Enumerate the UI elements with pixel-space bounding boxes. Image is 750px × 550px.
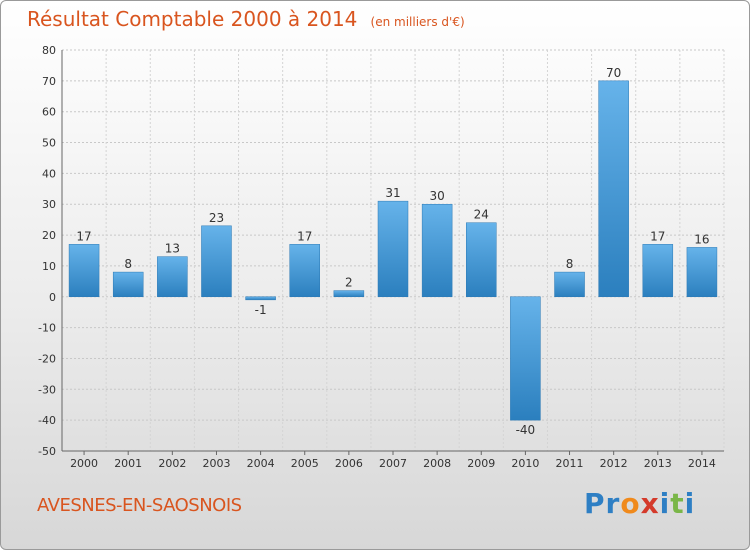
bar — [157, 256, 188, 298]
proxiti-logo: Proxiti — [584, 487, 695, 520]
x-tick-label: 2012 — [600, 457, 628, 470]
y-tick-label: -10 — [38, 322, 56, 335]
data-label: 24 — [474, 208, 489, 222]
y-tick-label: -20 — [38, 352, 56, 365]
data-label: 31 — [385, 186, 400, 200]
logo-letter: i — [659, 487, 671, 520]
bar — [289, 244, 320, 298]
y-tick-label: -40 — [38, 414, 56, 427]
data-label: 30 — [429, 189, 444, 203]
x-tick-label: 2006 — [335, 457, 363, 470]
bar — [421, 203, 453, 298]
data-label: 2 — [345, 276, 353, 290]
x-tick-label: 2014 — [688, 457, 716, 470]
y-tick-label: 60 — [42, 106, 56, 119]
data-label: 16 — [694, 232, 709, 246]
bar — [510, 296, 541, 421]
y-tick-label: 40 — [42, 167, 56, 180]
x-tick-label: 2002 — [158, 457, 186, 470]
x-tick-label: 2000 — [70, 457, 98, 470]
y-tick-label: 0 — [49, 291, 56, 304]
y-tick-label: 80 — [42, 44, 56, 57]
chart-title: Résultat Comptable 2000 à 2014 (en milli… — [27, 7, 465, 31]
bar — [598, 80, 629, 298]
x-tick-label: 2001 — [114, 457, 142, 470]
y-tick-label: 50 — [42, 137, 56, 150]
data-label: 8 — [124, 257, 132, 271]
logo-letter: i — [684, 487, 696, 520]
data-label: 8 — [566, 257, 574, 271]
bar — [333, 290, 365, 298]
bar — [554, 271, 585, 298]
data-label: 17 — [76, 229, 91, 243]
y-tick-label: 20 — [42, 229, 56, 242]
logo-letter: o — [620, 487, 641, 520]
bar — [201, 225, 232, 298]
data-label: 17 — [297, 229, 312, 243]
logo-letter: t — [670, 487, 685, 520]
bar — [686, 247, 718, 298]
data-label: 23 — [209, 211, 224, 225]
commune-name: AVESNES-EN-SAOSNOIS — [37, 495, 242, 516]
bar — [466, 222, 497, 298]
bar — [642, 244, 674, 298]
logo-letter: x — [640, 487, 660, 520]
chart-title-main: Résultat Comptable 2000 à 2014 — [27, 7, 358, 31]
x-tick-label: 2008 — [423, 457, 451, 470]
x-tick-label: 2009 — [467, 457, 495, 470]
data-label: 70 — [606, 66, 621, 80]
x-tick-label: 2004 — [247, 457, 275, 470]
x-tick-label: 2011 — [556, 457, 584, 470]
data-label: -40 — [516, 423, 536, 437]
label-layer: 17 8 13 23 -1 17 2 31 30 24 -40 8 70 17 16 — [76, 66, 709, 437]
y-tick-label: -30 — [38, 383, 56, 396]
x-tick-label: 2007 — [379, 457, 407, 470]
x-tick-label: 2005 — [291, 457, 319, 470]
y-tick-label: 70 — [42, 75, 56, 88]
grid-layer — [61, 49, 725, 452]
chart-subtitle: (en milliers d'€) — [370, 15, 465, 29]
data-label: -1 — [255, 303, 267, 317]
bar — [112, 271, 144, 298]
bar — [377, 200, 409, 298]
x-tick-label: 2013 — [644, 457, 672, 470]
data-label: 17 — [650, 229, 665, 243]
y-tick-label: 10 — [42, 260, 56, 273]
bar — [245, 296, 276, 301]
y-tick-label: 30 — [42, 198, 56, 211]
logo-letter: P — [584, 487, 606, 520]
x-tick-label: 2010 — [511, 457, 539, 470]
x-tick-label: 2003 — [202, 457, 230, 470]
logo-letter: r — [605, 487, 621, 520]
data-label: 13 — [165, 242, 180, 256]
bar-layer — [68, 80, 718, 421]
bar — [68, 244, 100, 298]
y-tick-label: -50 — [38, 445, 56, 458]
